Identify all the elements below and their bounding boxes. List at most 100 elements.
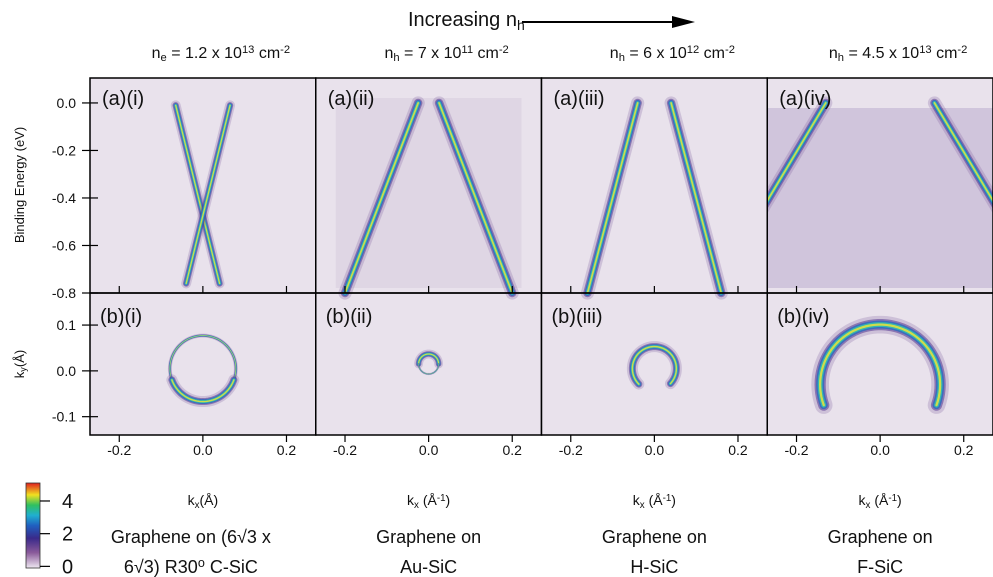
density-label: ne = 1.2 x 1013 cm-2 (152, 44, 291, 64)
x-tick-label: 0.2 (503, 442, 523, 458)
text-part: (Å (870, 492, 889, 508)
spectral-band (631, 345, 678, 385)
text-part: F-SiC (857, 557, 903, 577)
caption: Graphene on (828, 527, 933, 547)
spectral-band (933, 102, 993, 203)
panel-image (335, 96, 522, 376)
panel-background (541, 78, 768, 435)
y-tick-label: 0.0 (57, 363, 77, 379)
text-part: -2 (280, 44, 290, 56)
colorbar-tick-label: 2 (62, 524, 73, 546)
panel-image (767, 96, 993, 414)
x-tick-label: -0.2 (333, 442, 357, 458)
caption: 6√3) R30o C-SiC (124, 556, 258, 577)
panel-tag: (b)(ii) (326, 306, 373, 328)
y-axis-label: ky(Å) (12, 350, 28, 378)
text-part: = 1.2 x 10 (167, 45, 242, 62)
text-part: H-SiC (630, 557, 678, 577)
text-part: 13 (242, 44, 254, 56)
spectral-band (171, 379, 235, 403)
text-part: -2 (499, 44, 509, 56)
x-tick-label: -0.2 (784, 442, 808, 458)
arrow-head (672, 16, 695, 28)
text-part: k (188, 492, 196, 508)
panel-image (166, 100, 240, 408)
text-part: Graphene on (6√3 x (111, 527, 271, 547)
text-part: cm (254, 45, 280, 62)
x-tick-label: 0.2 (728, 442, 748, 458)
text-part: = 4.5 x 10 (844, 45, 919, 62)
background-glow (335, 98, 522, 288)
spectral-band (586, 102, 639, 294)
text-part: n (829, 45, 838, 62)
text-part: k (407, 492, 415, 508)
panel-tag: (a)(iii) (554, 88, 605, 110)
x-tick-label: 0.0 (419, 442, 439, 458)
text-part: e (161, 52, 167, 64)
spectral-band (418, 353, 440, 365)
text-part: h (619, 52, 625, 64)
y-tick-label: -0.1 (52, 409, 76, 425)
x-tick-label: 0.0 (193, 442, 213, 458)
panel-tag: (b)(iii) (552, 306, 603, 328)
text-part: h (517, 17, 525, 33)
panel-background (90, 78, 316, 435)
y-tick-label: -0.2 (52, 142, 76, 158)
header-label: Increasing nh (408, 9, 525, 33)
text-part: (Å (645, 492, 664, 508)
panel-tag: (b)(iv) (777, 306, 829, 328)
text-part: -1 (437, 493, 446, 504)
text-part: 12 (687, 44, 699, 56)
spectral-band (670, 102, 723, 294)
text-part: (Å) (12, 350, 27, 367)
text-part: x (640, 500, 645, 511)
text-part: -2 (725, 44, 735, 56)
density-label: nh = 7 x 1011 cm-2 (384, 44, 508, 64)
density-label: nh = 4.5 x 1013 cm-2 (829, 44, 968, 64)
spectral-band (344, 102, 420, 294)
text-part: n (384, 45, 393, 62)
caption: Graphene on (6√3 x (111, 527, 271, 547)
panel-tag: (a)(iv) (779, 88, 831, 110)
x-tick-label: 0.2 (954, 442, 974, 458)
text-part: k (633, 492, 641, 508)
panel-image (580, 96, 728, 390)
y-tick-label: -0.6 (52, 237, 76, 253)
x-axis-label: kx (Å-1) (633, 492, 676, 511)
text-part: x (866, 500, 871, 511)
caption: H-SiC (630, 557, 678, 577)
text-part: 6√3) R30 (124, 557, 198, 577)
text-part: cm (699, 45, 725, 62)
text-part: 13 (919, 44, 931, 56)
x-tick-label: 0.0 (645, 442, 665, 458)
text-part: Graphene on (602, 527, 707, 547)
panel-tag: (b)(i) (100, 306, 142, 328)
text-part: ) (897, 492, 902, 508)
caption: Graphene on (602, 527, 707, 547)
text-part: cm (473, 45, 499, 62)
colorbar-tick-label: 4 (62, 491, 73, 513)
x-axis-label: kx(Å) (188, 492, 219, 511)
spectral-band (175, 104, 221, 285)
x-tick-label: -0.2 (107, 442, 131, 458)
text-part: k (859, 492, 867, 508)
text-part: Graphene on (376, 527, 481, 547)
density-label: nh = 6 x 1012 cm-2 (610, 44, 735, 64)
x-axis-label: kx (Å-1) (859, 492, 902, 511)
y-tick-label: -0.8 (52, 285, 76, 301)
y-axis-label: Binding Energy (eV) (12, 127, 27, 243)
text-part: -1 (888, 493, 897, 504)
spectral-band (418, 363, 439, 375)
panel-tag: (a)(ii) (328, 88, 375, 110)
y-tick-label: -0.4 (52, 190, 76, 206)
text-part: x (414, 500, 419, 511)
text-part: 11 (461, 44, 473, 56)
x-axis-label: kx (Å-1) (407, 492, 450, 511)
text-part: x (195, 500, 200, 511)
text-part: (Å (419, 492, 438, 508)
text-part: o (198, 556, 205, 570)
text-part: k (12, 371, 27, 378)
y-tick-label: 0.1 (57, 317, 77, 333)
text-part: n (152, 45, 161, 62)
